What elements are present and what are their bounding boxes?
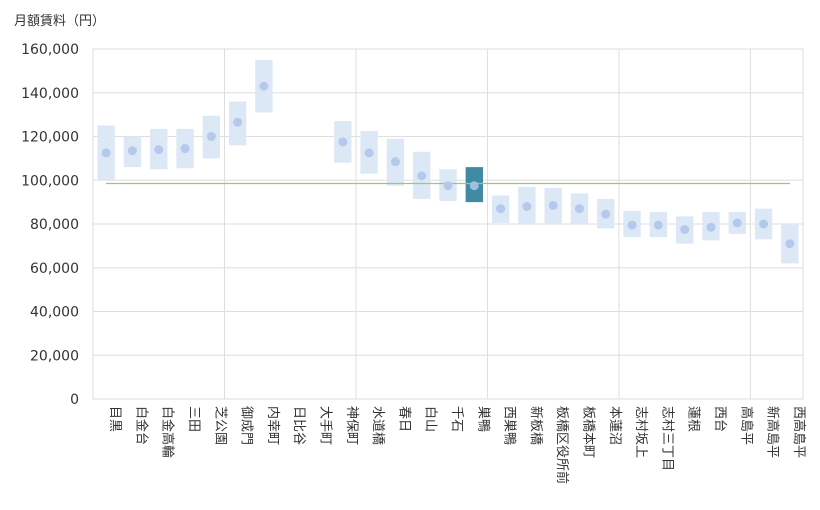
group-dividers (223, 49, 751, 399)
average-dot (180, 144, 190, 154)
average-dot (206, 132, 216, 141)
average-dot (364, 148, 374, 158)
x-tick-label: 三田 (186, 406, 201, 432)
average-dots (101, 81, 795, 249)
x-tick-label: 西台 (712, 406, 727, 432)
x-tick-label: 板橋本町 (580, 406, 595, 458)
average-dot (548, 200, 558, 210)
y-tick-label: 40,000 (30, 305, 79, 321)
x-tick-label: 大手町 (318, 406, 333, 445)
average-dot (259, 81, 269, 91)
x-tick-label: 板橋区役所前 (554, 406, 570, 484)
y-tick-label: 60,000 (30, 261, 79, 277)
range-bars (97, 59, 799, 264)
average-dot (732, 218, 742, 228)
average-dot (785, 239, 795, 249)
average-dot (443, 181, 453, 191)
x-tick-label: 神保町 (344, 406, 359, 445)
average-dot (522, 202, 532, 211)
average-dot (390, 157, 400, 167)
x-tick-label: 志村坂上 (633, 406, 648, 458)
y-tick-label: 20,000 (30, 348, 79, 364)
y-axis-title: 月額賃料（円） (14, 14, 105, 29)
x-tick-label: 春日 (396, 406, 411, 432)
average-dot (338, 137, 348, 147)
x-tick-label: 本蓮沼 (607, 406, 622, 445)
average-dot (154, 145, 164, 155)
y-tick-label: 0 (70, 392, 79, 408)
x-tick-label: 西巣鴨 (502, 406, 517, 445)
y-tick-label: 80,000 (30, 217, 79, 233)
x-tick-label: 新高島平 (765, 406, 781, 458)
average-dot (233, 117, 243, 127)
x-tick-label: 水道橋 (370, 406, 385, 445)
x-tick-label: 日比谷 (291, 406, 306, 445)
x-tick-label: 白金台 (133, 406, 149, 445)
x-tick-label: 千石 (449, 406, 464, 432)
x-tick-label: 芝公園 (212, 406, 228, 445)
x-tick-label: 志村三丁目 (659, 406, 674, 471)
average-dot (601, 209, 611, 219)
x-tick-label: 蓮根 (686, 406, 701, 432)
average-dot (101, 148, 111, 158)
x-tick-label: 新板橋 (528, 406, 544, 445)
y-tick-label: 120,000 (21, 130, 79, 146)
y-tick-label: 160,000 (21, 42, 79, 58)
x-tick-label: 白山 (423, 406, 439, 432)
y-tick-labels: 0 20,000 40,000 60,000 80,000 100,000 120,000 1… (21, 42, 79, 408)
x-tick-labels: 目黒 白金台 白金高輪 三田 芝公園 御成門 内幸町 日比谷 大手町 神保町 水道橋 春日 白山 千石 巣鴨… (107, 406, 807, 484)
average-dot (627, 220, 637, 230)
average-dot (469, 181, 479, 191)
x-tick-label: 目黒 (107, 406, 122, 432)
x-tick-label: 内幸町 (265, 406, 281, 445)
x-tick-label: 御成門 (239, 406, 254, 445)
x-tick-label: 白金高輪 (160, 406, 176, 458)
average-dot (417, 171, 427, 181)
y-tick-label: 140,000 (21, 86, 79, 102)
x-tick-label: 西高島平 (791, 406, 807, 458)
average-dot (706, 222, 716, 232)
average-dot (127, 146, 137, 156)
average-dot (496, 204, 506, 214)
average-dot (680, 224, 690, 234)
x-tick-label: 巣鴨 (475, 406, 490, 432)
average-dot (574, 204, 584, 214)
x-tick-label: 高島平 (738, 406, 754, 445)
gridlines (92, 48, 804, 400)
average-dot (653, 220, 663, 230)
average-dot (759, 219, 769, 229)
y-tick-label: 100,000 (21, 173, 79, 189)
